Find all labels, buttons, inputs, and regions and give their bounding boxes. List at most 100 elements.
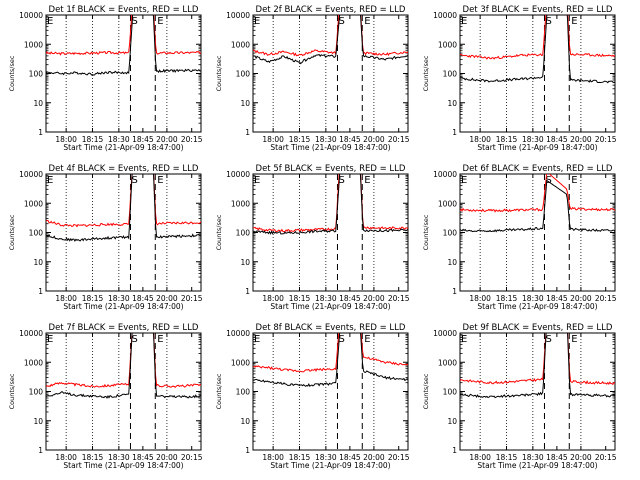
y-tick-label: 10000 (433, 329, 457, 338)
detector-panel-4: Det 4f BLACK = Events, RED = LLD 1 10 100 10… (8, 164, 203, 311)
y-axis-label: Counts/sec (8, 373, 16, 409)
marker-flare-end: E (571, 334, 577, 345)
panel-title: Det 3f BLACK = Events, RED = LLD (463, 5, 613, 15)
y-tick-label: 1000 (231, 358, 250, 367)
marker-left: E (47, 334, 53, 345)
marker-left: E (47, 16, 53, 27)
x-tick-label: 18:45 (132, 294, 154, 303)
detector-panel-9: Det 9f BLACK = Events, RED = LLD 1 10 100 10… (422, 323, 617, 470)
y-tick-label: 1000 (24, 358, 43, 367)
x-axis-label: Start Time (21-Apr-09 18:47:00) (63, 461, 183, 470)
marker-left: E (47, 175, 53, 186)
x-tick-label: 20:00 (156, 294, 178, 303)
panel-title: Det 9f BLACK = Events, RED = LLD (463, 323, 613, 333)
y-tick-label: 100 (443, 388, 458, 397)
y-tick-label: 10000 (226, 11, 250, 20)
y-tick-label: 10000 (433, 11, 457, 20)
y-tick-label: 1 (38, 446, 43, 455)
x-axis-label: Start Time (21-Apr-09 18:47:00) (270, 143, 390, 152)
y-tick-label: 100 (29, 70, 44, 79)
y-tick-label: 10000 (19, 170, 43, 179)
marker-flare-end: E (364, 175, 370, 186)
x-axis-label: Start Time (21-Apr-09 18:47:00) (477, 461, 597, 470)
marker-flare-start: S (131, 334, 137, 345)
x-tick-label: 18:00 (469, 294, 491, 303)
x-tick-label: 20:00 (570, 453, 592, 462)
panel-title: Det 5f BLACK = Events, RED = LLD (256, 164, 406, 174)
marker-flare-start: S (545, 334, 551, 345)
y-tick-label: 1000 (438, 40, 457, 49)
y-tick-label: 10 (33, 99, 43, 108)
detector-panel-7: Det 7f BLACK = Events, RED = LLD 1 10 100 10… (8, 323, 203, 470)
marker-flare-end: E (157, 175, 163, 186)
x-tick-label: 20:00 (363, 453, 385, 462)
y-tick-label: 1000 (24, 199, 43, 208)
marker-flare-start: S (545, 16, 551, 27)
y-tick-label: 100 (443, 229, 458, 238)
x-tick-label: 18:00 (469, 135, 491, 144)
events-series-line (46, 333, 201, 399)
marker-flare-end: E (157, 334, 163, 345)
plot-frame (459, 332, 616, 451)
x-tick-label: 20:00 (570, 294, 592, 303)
x-tick-label: 18:45 (546, 453, 568, 462)
x-tick-label: 18:15 (82, 294, 104, 303)
panel-title: Det 2f BLACK = Events, RED = LLD (256, 5, 406, 15)
marker-flare-end: E (571, 16, 577, 27)
lld-series-line (253, 174, 408, 233)
events-series-line (46, 15, 201, 76)
marker-left: E (254, 175, 260, 186)
x-tick-label: 18:15 (289, 453, 311, 462)
x-axis-label: Start Time (21-Apr-09 18:47:00) (63, 302, 183, 311)
x-tick-label: 18:45 (546, 294, 568, 303)
x-axis-label: Start Time (21-Apr-09 18:47:00) (270, 461, 390, 470)
detector-panel-5: Det 5f BLACK = Events, RED = LLD 1 10 100 10… (215, 164, 410, 311)
x-tick-label: 20:00 (156, 135, 178, 144)
x-tick-label: 20:15 (181, 294, 203, 303)
panel-title: Det 7f BLACK = Events, RED = LLD (49, 323, 199, 333)
y-axis-label: Counts/sec (215, 214, 223, 250)
events-series-line (460, 179, 615, 233)
x-tick-label: 18:00 (55, 135, 77, 144)
x-tick-label: 18:30 (315, 135, 337, 144)
y-tick-label: 1 (452, 287, 457, 296)
x-tick-label: 18:00 (262, 453, 284, 462)
x-tick-label: 18:15 (82, 453, 104, 462)
x-tick-label: 18:30 (108, 135, 130, 144)
x-tick-label: 18:45 (339, 294, 361, 303)
y-tick-label: 10 (240, 417, 250, 426)
y-tick-label: 1000 (438, 199, 457, 208)
lld-series-line (46, 15, 201, 56)
marker-left: E (461, 16, 467, 27)
y-tick-label: 10 (447, 417, 457, 426)
x-tick-label: 18:00 (262, 135, 284, 144)
x-tick-label: 18:30 (315, 453, 337, 462)
y-tick-label: 10 (447, 258, 457, 267)
x-tick-label: 20:15 (595, 453, 617, 462)
x-tick-label: 20:00 (570, 135, 592, 144)
events-series-line (253, 333, 408, 387)
x-tick-label: 18:30 (522, 453, 544, 462)
marker-flare-end: E (364, 16, 370, 27)
x-tick-label: 20:00 (363, 294, 385, 303)
panel-title: Det 4f BLACK = Events, RED = LLD (49, 164, 199, 174)
y-tick-label: 10000 (19, 11, 43, 20)
y-tick-label: 1 (245, 287, 250, 296)
marker-flare-start: S (131, 16, 137, 27)
x-tick-label: 20:15 (388, 294, 410, 303)
lld-series-line (460, 15, 615, 60)
marker-left: E (254, 334, 260, 345)
detector-panel-3: Det 3f BLACK = Events, RED = LLD 1 10 100 10… (422, 5, 617, 152)
plot-frame (252, 332, 409, 451)
x-tick-label: 18:15 (289, 135, 311, 144)
x-tick-label: 18:15 (496, 135, 518, 144)
panel-title: Det 6f BLACK = Events, RED = LLD (463, 164, 613, 174)
lld-series-line (253, 15, 408, 57)
y-tick-label: 10 (240, 99, 250, 108)
y-tick-label: 1 (38, 287, 43, 296)
x-tick-label: 18:30 (522, 135, 544, 144)
y-tick-label: 10 (33, 258, 43, 267)
x-tick-label: 18:00 (55, 294, 77, 303)
x-tick-label: 20:15 (181, 453, 203, 462)
x-tick-label: 18:45 (339, 135, 361, 144)
